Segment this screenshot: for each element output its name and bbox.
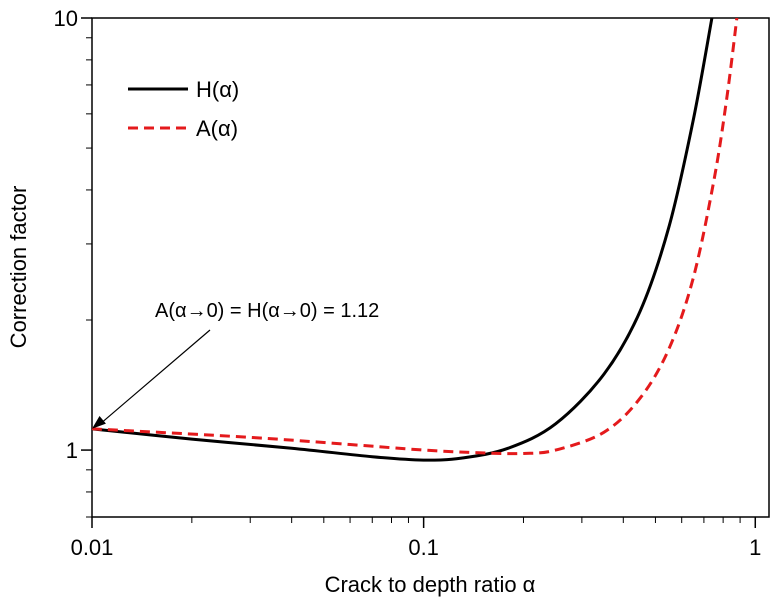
x-axis-title: Crack to depth ratio α bbox=[325, 572, 536, 597]
annotation-text: A(α→0) = H(α→0) = 1.12 bbox=[155, 300, 379, 322]
annotation-arrow-line bbox=[97, 329, 211, 427]
series-line-a bbox=[92, 18, 739, 456]
y-tick-label: 1 bbox=[66, 438, 78, 463]
legend-label: H(α) bbox=[196, 77, 239, 102]
plot-frame bbox=[91, 17, 770, 518]
axes: 0.01 0.1 1 1 10 bbox=[54, 6, 770, 560]
legend: H(α) A(α) bbox=[128, 77, 239, 141]
annotation-arrow-head bbox=[92, 415, 106, 429]
x-tick-label: 0.01 bbox=[71, 535, 114, 560]
series-line-h bbox=[92, 18, 714, 462]
annotation: A(α→0) = H(α→0) = 1.12 bbox=[92, 300, 379, 429]
legend-label: A(α) bbox=[196, 116, 238, 141]
y-tick-label: 10 bbox=[54, 6, 78, 31]
x-tick-label: 0.1 bbox=[408, 535, 439, 560]
series-group bbox=[92, 18, 739, 462]
y-axis-title: Correction factor bbox=[6, 186, 31, 349]
x-tick-label: 1 bbox=[749, 535, 761, 560]
